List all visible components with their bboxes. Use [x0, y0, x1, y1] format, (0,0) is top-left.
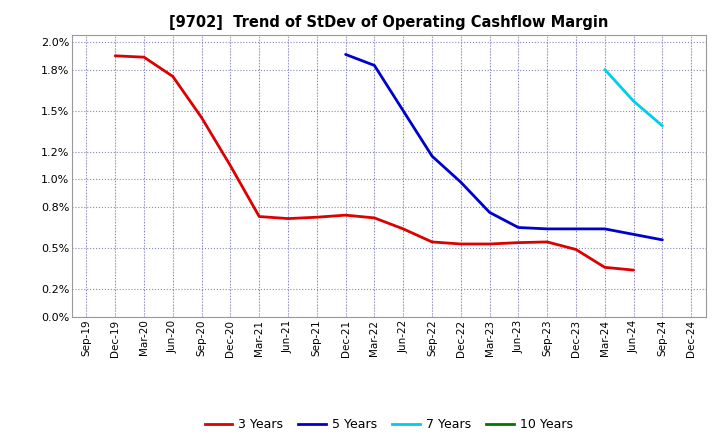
- 5 Years: [572, 226, 580, 231]
- 5 Years: [428, 154, 436, 159]
- 3 Years: [255, 214, 264, 219]
- 3 Years: [514, 240, 523, 245]
- 7 Years: [600, 67, 609, 72]
- 3 Years: [168, 74, 177, 79]
- Line: 5 Years: 5 Years: [346, 55, 662, 240]
- 5 Years: [543, 226, 552, 231]
- 3 Years: [428, 239, 436, 245]
- 5 Years: [485, 210, 494, 215]
- 5 Years: [370, 63, 379, 68]
- 3 Years: [284, 216, 292, 221]
- 3 Years: [485, 242, 494, 247]
- 3 Years: [111, 53, 120, 59]
- Line: 7 Years: 7 Years: [605, 70, 662, 126]
- 3 Years: [543, 239, 552, 245]
- 5 Years: [341, 52, 350, 57]
- 3 Years: [197, 115, 206, 120]
- 3 Years: [572, 247, 580, 252]
- 5 Years: [600, 226, 609, 231]
- 5 Years: [399, 108, 408, 114]
- 7 Years: [658, 123, 667, 128]
- 3 Years: [456, 242, 465, 247]
- Line: 3 Years: 3 Years: [115, 56, 634, 270]
- 3 Years: [226, 163, 235, 169]
- 3 Years: [629, 268, 638, 273]
- 5 Years: [658, 237, 667, 242]
- 3 Years: [312, 215, 321, 220]
- 3 Years: [140, 55, 148, 60]
- Title: [9702]  Trend of StDev of Operating Cashflow Margin: [9702] Trend of StDev of Operating Cashf…: [169, 15, 608, 30]
- 7 Years: [629, 99, 638, 104]
- Legend: 3 Years, 5 Years, 7 Years, 10 Years: 3 Years, 5 Years, 7 Years, 10 Years: [199, 413, 578, 436]
- 5 Years: [514, 225, 523, 230]
- 3 Years: [341, 213, 350, 218]
- 5 Years: [456, 180, 465, 185]
- 3 Years: [370, 215, 379, 220]
- 5 Years: [629, 232, 638, 237]
- 3 Years: [600, 265, 609, 270]
- 3 Years: [399, 226, 408, 231]
